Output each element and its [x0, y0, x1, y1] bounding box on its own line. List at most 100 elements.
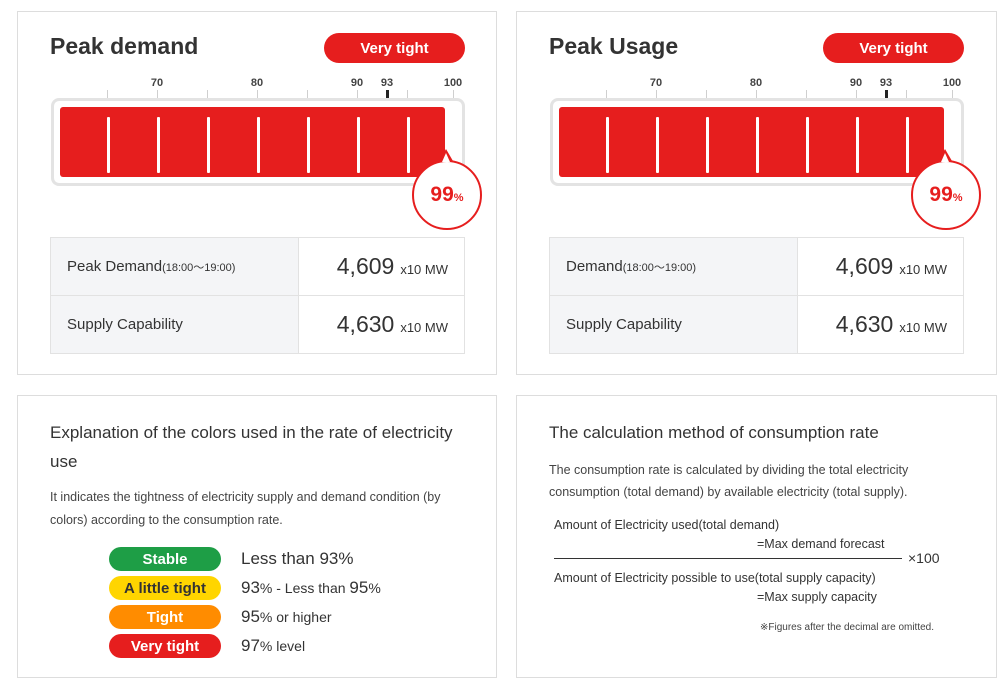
supply-capability-value: 4,630 x10 MW [298, 295, 465, 354]
demand-value: 4,609 x10 MW [797, 237, 964, 296]
gauge-divider [257, 117, 260, 173]
tick-label-100: 100 [443, 77, 463, 89]
card-title: Peak demand [50, 33, 199, 59]
tick-mark [257, 90, 258, 98]
percent-unit: % [453, 192, 464, 204]
formula-denominator: Amount of Electricity possible to use(to… [554, 571, 876, 585]
gauge-divider [307, 117, 310, 173]
tick-mark [357, 90, 358, 98]
range-text: % level [259, 638, 306, 654]
supply-capability-label: Supply Capability [50, 295, 299, 354]
color-legend-card: Explanation of the colors used in the ra… [17, 395, 497, 678]
legend-row-very-tight: Very tight 97% level [109, 634, 305, 658]
row-label: Supply Capability [566, 316, 682, 333]
gauge-divider [107, 117, 110, 173]
tick-mark [107, 90, 108, 98]
formula-numerator: Amount of Electricity used(total demand) [554, 518, 780, 532]
legend-pill: Tight [109, 605, 221, 629]
stats-table: Peak Demand(18:00～19:00) 4,609 x10 MW Sup… [50, 237, 465, 354]
tick-label-93: 93 [380, 77, 394, 89]
tick-label-80: 80 [250, 77, 264, 89]
usage-rate-value: 99 [929, 183, 953, 206]
table-row: Demand(18:00～19:00) 4,609 x10 MW [549, 237, 964, 296]
value-number: 4,630 [835, 311, 894, 337]
tick-label-80: 80 [749, 77, 763, 89]
tick-mark [756, 90, 757, 98]
usage-rate-bubble: 99% [412, 160, 482, 230]
value-unit: x10 MW [400, 262, 448, 277]
gauge-divider [856, 117, 859, 173]
formula-denominator-note: =Max supply capacity [757, 590, 877, 604]
percent-unit: % [952, 192, 963, 204]
calculation-method-card: The calculation method of consumption ra… [516, 395, 997, 678]
row-label: Demand [566, 258, 623, 275]
legend-range: 97% level [241, 636, 305, 656]
range-number: Less than 93 [241, 549, 339, 568]
card-description: It indicates the tightness of electricit… [50, 490, 441, 527]
demand-label: Demand(18:00～19:00) [549, 237, 798, 296]
legend-range: 95% or higher [241, 607, 332, 627]
tick-label-100: 100 [942, 77, 962, 89]
tick-mark [706, 90, 707, 98]
rate-bubble-pointer-inner [941, 153, 949, 162]
gauge-divider [157, 117, 160, 173]
gauge-divider [756, 117, 759, 173]
card-title: Peak Usage [549, 33, 679, 59]
usage-gauge-fill [559, 107, 944, 177]
formula-multiplier: ×100 [908, 550, 940, 566]
range-unit: % [368, 580, 381, 596]
tick-mark [407, 90, 408, 98]
threshold-marker [885, 90, 888, 98]
time-range: (18:00～19:00) [622, 262, 697, 274]
usage-gauge-fill [60, 107, 445, 177]
value-unit: x10 MW [899, 262, 947, 277]
legend-pill: Very tight [109, 634, 221, 658]
peak-demand-card: Peak demand Very tight 70 80 90 93 100 9… [17, 11, 497, 375]
tick-mark [307, 90, 308, 98]
value-number: 4,609 [336, 253, 395, 279]
gauge-divider [806, 117, 809, 173]
range-text: % or higher [259, 609, 332, 625]
range-number: 95 [241, 607, 260, 626]
tick-label-93: 93 [879, 77, 893, 89]
value-number: 4,630 [336, 311, 395, 337]
status-badge: Very tight [823, 33, 964, 63]
formula-fraction-line [554, 558, 902, 559]
legend-range: Less than 93% [241, 549, 353, 569]
range-number: 95 [349, 578, 369, 597]
tick-mark [606, 90, 607, 98]
supply-capability-label: Supply Capability [549, 295, 798, 354]
gauge-divider [407, 117, 410, 173]
peak-demand-value: 4,609 x10 MW [298, 237, 465, 296]
peak-demand-label: Peak Demand(18:00～19:00) [50, 237, 299, 296]
peak-usage-card: Peak Usage Very tight 70 80 90 93 100 99… [516, 11, 997, 375]
card-title: The calculation method of consumption ra… [549, 423, 879, 442]
rate-bubble-pointer-inner [442, 153, 450, 162]
tick-mark [856, 90, 857, 98]
usage-rate-bubble: 99% [911, 160, 981, 230]
table-row: Peak Demand(18:00～19:00) 4,609 x10 MW [50, 237, 465, 296]
table-row: Supply Capability 4,630 x10 MW [50, 295, 465, 354]
gauge-divider [656, 117, 659, 173]
threshold-marker [386, 90, 389, 98]
tick-label-70: 70 [649, 77, 663, 89]
range-number: 97 [241, 636, 260, 655]
range-text: % - Less than [259, 580, 350, 596]
range-number: 93 [241, 578, 260, 597]
row-label: Supply Capability [67, 316, 183, 333]
tick-mark [207, 90, 208, 98]
legend-row-a-little-tight: A little tight 93% - Less than 95% [109, 576, 381, 600]
tick-mark [157, 90, 158, 98]
gauge-divider [706, 117, 709, 173]
range-unit: % [338, 549, 354, 568]
status-badge: Very tight [324, 33, 465, 63]
value-unit: x10 MW [400, 320, 448, 335]
legend-row-tight: Tight 95% or higher [109, 605, 332, 629]
legend-pill: Stable [109, 547, 221, 571]
gauge-divider [606, 117, 609, 173]
legend-row-stable: Stable Less than 93% [109, 547, 353, 571]
tick-label-90: 90 [350, 77, 364, 89]
tick-mark [453, 90, 454, 98]
gauge-divider [357, 117, 360, 173]
tick-mark [906, 90, 907, 98]
